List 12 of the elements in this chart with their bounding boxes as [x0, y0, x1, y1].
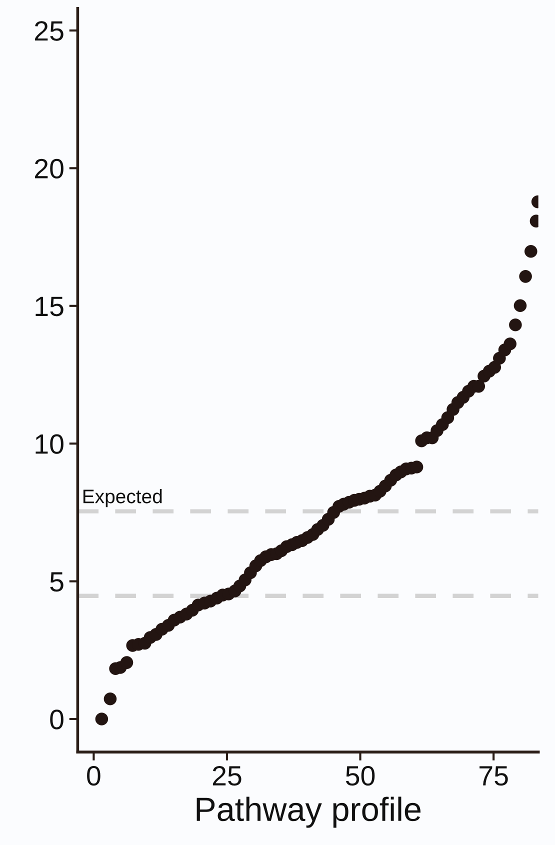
- ref-line-label: Expected: [83, 489, 162, 508]
- y-tick-label: 0: [50, 710, 64, 730]
- x-axis-title: Pathway profile: [196, 796, 420, 828]
- x-tick-label: 25: [212, 766, 242, 786]
- y-tick-label: 15: [36, 296, 64, 316]
- y-tick-label: 5: [50, 572, 64, 592]
- y-tick-label: 20: [35, 158, 64, 179]
- x-tick-label: 0: [87, 766, 100, 786]
- x-tick-label: 50: [346, 766, 375, 786]
- y-tick-label: 10: [36, 434, 64, 454]
- y-tick-label: 25: [35, 21, 64, 41]
- x-tick-label: 75: [480, 766, 508, 786]
